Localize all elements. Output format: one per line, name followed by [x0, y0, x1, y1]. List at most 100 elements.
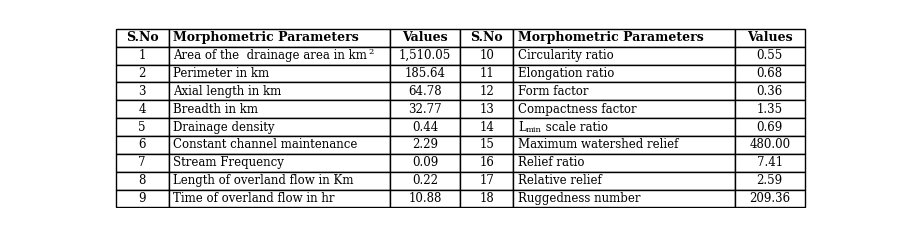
Text: 2: 2 [368, 48, 374, 56]
Text: Perimeter in km: Perimeter in km [173, 67, 269, 80]
Text: 0.36: 0.36 [757, 85, 783, 98]
Bar [391, 29, 460, 47]
Text: Axial length in km: Axial length in km [173, 85, 282, 98]
Bar [460, 65, 513, 83]
Bar [169, 154, 391, 172]
Bar [460, 47, 513, 65]
Bar [169, 190, 391, 207]
Bar [460, 29, 513, 47]
Bar [513, 29, 735, 47]
Text: 10: 10 [480, 49, 494, 62]
Bar [513, 65, 735, 83]
Text: Stream Frequency: Stream Frequency [173, 156, 285, 169]
Text: 3: 3 [138, 85, 145, 98]
Text: 0.55: 0.55 [757, 49, 783, 62]
Text: 2.29: 2.29 [412, 139, 438, 151]
Text: 32.77: 32.77 [409, 103, 442, 116]
Bar [116, 47, 169, 65]
Bar [116, 100, 169, 118]
Bar [116, 83, 169, 100]
Text: 0.22: 0.22 [412, 174, 438, 187]
Text: 10.88: 10.88 [409, 192, 442, 205]
Text: Values: Values [402, 31, 448, 44]
Bar [116, 190, 169, 207]
Text: 13: 13 [480, 103, 494, 116]
Text: 7: 7 [138, 156, 145, 169]
Bar [116, 136, 169, 154]
Bar [169, 100, 391, 118]
Text: scale ratio: scale ratio [541, 121, 608, 134]
Bar [735, 172, 805, 190]
Bar [513, 136, 735, 154]
Text: 11: 11 [480, 67, 494, 80]
Text: 8: 8 [138, 174, 145, 187]
Bar [513, 83, 735, 100]
Bar [460, 154, 513, 172]
Text: 18: 18 [480, 192, 494, 205]
Text: 0.44: 0.44 [412, 121, 438, 134]
Text: 4: 4 [138, 103, 145, 116]
Text: 0.69: 0.69 [757, 121, 783, 134]
Bar [169, 47, 391, 65]
Text: Length of overland flow in Km: Length of overland flow in Km [173, 174, 354, 187]
Text: Morphometric Parameters: Morphometric Parameters [518, 31, 704, 44]
Text: 5: 5 [138, 121, 145, 134]
Text: Time of overland flow in hr: Time of overland flow in hr [173, 192, 335, 205]
Text: 2: 2 [138, 67, 145, 80]
Bar [116, 154, 169, 172]
Text: 7.41: 7.41 [757, 156, 783, 169]
Text: Ruggedness number: Ruggedness number [518, 192, 640, 205]
Text: 0.09: 0.09 [412, 156, 438, 169]
Text: Form factor: Form factor [518, 85, 588, 98]
Text: S.No: S.No [126, 31, 158, 44]
Bar [391, 136, 460, 154]
Text: L: L [518, 121, 525, 134]
Bar [460, 83, 513, 100]
Text: 1: 1 [138, 49, 145, 62]
Bar [735, 136, 805, 154]
Text: 9: 9 [138, 192, 145, 205]
Bar [735, 190, 805, 207]
Bar [735, 47, 805, 65]
Text: Constant channel maintenance: Constant channel maintenance [173, 139, 358, 151]
Bar [460, 136, 513, 154]
Bar [116, 65, 169, 83]
Bar [513, 118, 735, 136]
Text: 17: 17 [480, 174, 494, 187]
Bar [513, 190, 735, 207]
Bar [169, 136, 391, 154]
Text: 1.35: 1.35 [757, 103, 783, 116]
Text: 16: 16 [480, 156, 494, 169]
Bar [391, 154, 460, 172]
Bar [391, 83, 460, 100]
Text: 209.36: 209.36 [749, 192, 790, 205]
Bar [116, 29, 169, 47]
Text: Compactness factor: Compactness factor [518, 103, 637, 116]
Text: 2.59: 2.59 [757, 174, 783, 187]
Bar [391, 100, 460, 118]
Text: S.No: S.No [471, 31, 503, 44]
Text: Circularity ratio: Circularity ratio [518, 49, 613, 62]
Bar [391, 190, 460, 207]
Bar [116, 172, 169, 190]
Text: Elongation ratio: Elongation ratio [518, 67, 614, 80]
Text: Values: Values [747, 31, 793, 44]
Text: 0.68: 0.68 [757, 67, 783, 80]
Bar [169, 65, 391, 83]
Bar [513, 154, 735, 172]
Text: 185.64: 185.64 [405, 67, 445, 80]
Text: 480.00: 480.00 [749, 139, 790, 151]
Bar [735, 83, 805, 100]
Text: Maximum watershed relief: Maximum watershed relief [518, 139, 678, 151]
Bar [460, 100, 513, 118]
Text: Drainage density: Drainage density [173, 121, 275, 134]
Bar [169, 29, 391, 47]
Bar [391, 172, 460, 190]
Bar [169, 172, 391, 190]
Bar [169, 118, 391, 136]
Text: Relief ratio: Relief ratio [518, 156, 585, 169]
Bar [735, 154, 805, 172]
Bar [391, 65, 460, 83]
Text: Relative relief: Relative relief [518, 174, 602, 187]
Bar [735, 29, 805, 47]
